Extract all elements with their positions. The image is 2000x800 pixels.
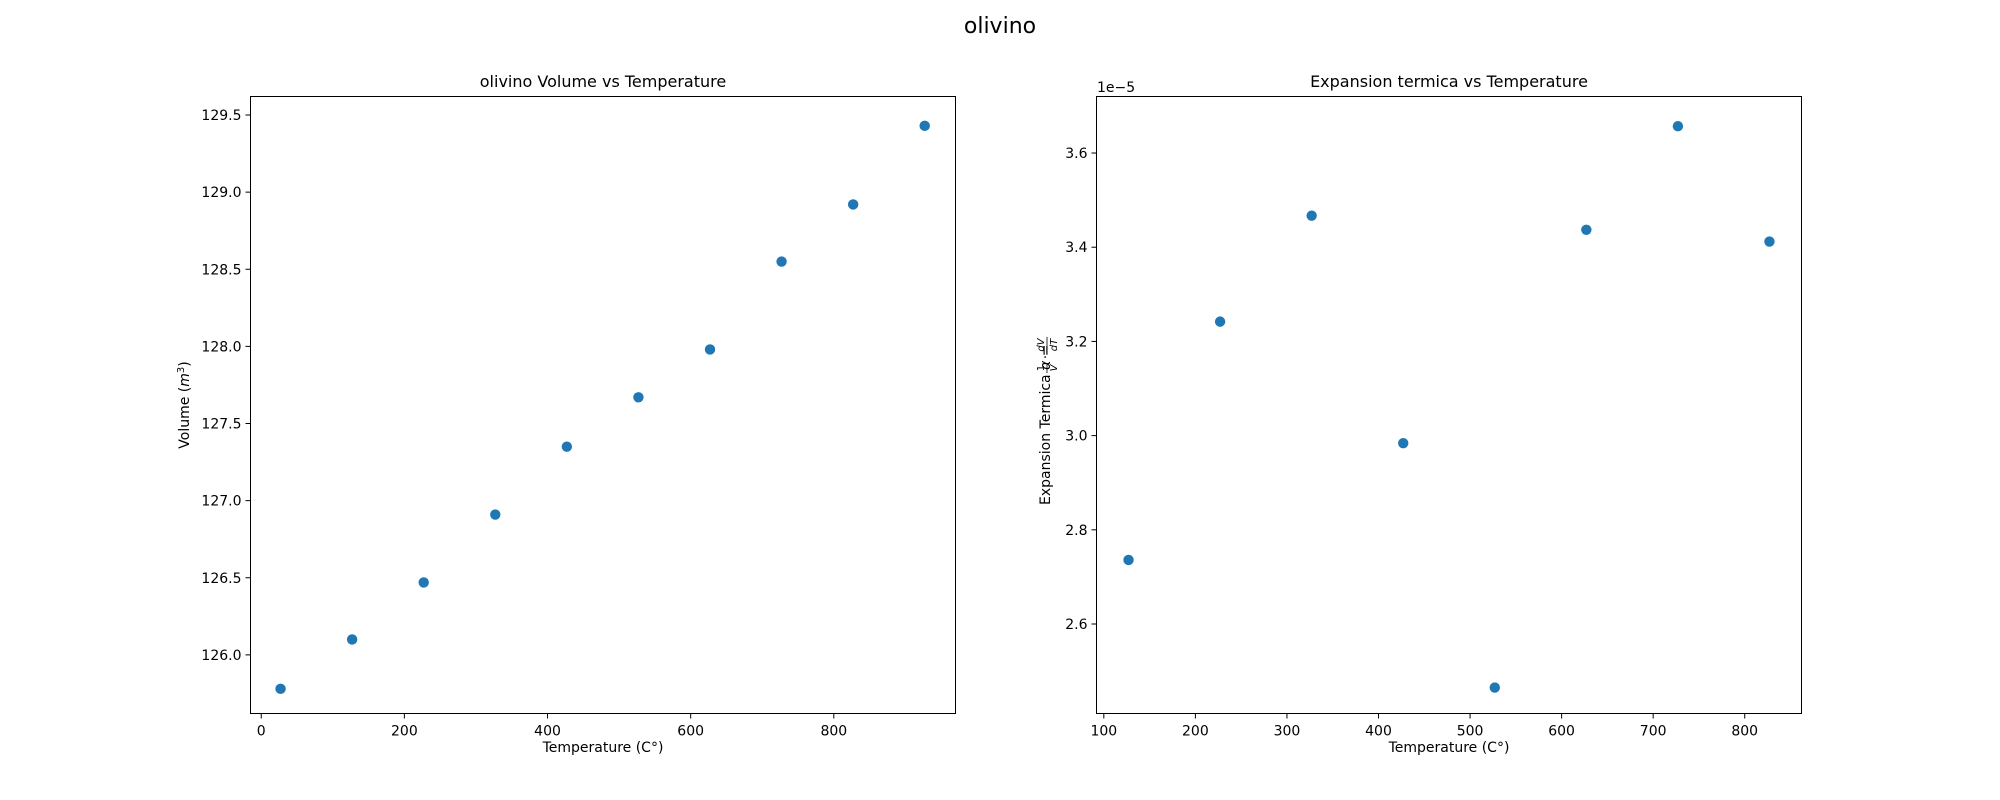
expansion-chart-x-tick-label: 500: [1457, 724, 1484, 740]
volume-chart-x-tick-label: 200: [391, 724, 418, 740]
volume-chart-y-tick-label: 126.0: [201, 648, 241, 664]
expansion-chart-title: Expansion termica vs Temperature: [1310, 72, 1588, 91]
volume-chart-x-tick-label: 0: [257, 724, 266, 740]
volume-chart-data-point: [275, 683, 286, 695]
volume-chart-data-point: [704, 344, 716, 355]
svg-text:V: V: [1049, 363, 1060, 371]
expansion-chart-data-point: [1764, 236, 1775, 247]
expansion-chart: Expansion termica vs Temperature 100 200 3…: [1036, 72, 1802, 756]
expansion-chart-data-point: [1581, 224, 1592, 235]
expansion-chart-offset-text: 1e−5: [1097, 80, 1135, 96]
expansion-chart-y-tick-label: 3.0: [1065, 429, 1087, 445]
volume-chart-y-tick-label: 128.5: [201, 262, 241, 278]
expansion-chart-data-point: [1306, 210, 1317, 221]
expansion-chart-x-tick-label: 800: [1731, 724, 1758, 740]
volume-chart-y-tick-label: 129.5: [201, 108, 241, 124]
volume-chart-frame: [250, 96, 956, 714]
expansion-chart-x-tick-label: 100: [1090, 724, 1117, 740]
svg-text:1: 1: [1036, 365, 1047, 371]
expansion-chart-x-tick-label: 600: [1548, 724, 1575, 740]
expansion-chart-data-point: [1489, 682, 1500, 693]
expansion-chart-x-tick-label: 700: [1640, 724, 1667, 740]
expansion-chart-x-tick-label: 300: [1274, 724, 1301, 740]
expansion-chart-y-label: Expansion Termica α = 1 V · dV dT: [1036, 337, 1060, 505]
expansion-chart-data-point: [1214, 316, 1226, 327]
volume-chart-data-point: [633, 392, 644, 403]
volume-chart-y-tick-label: 127.5: [201, 417, 241, 433]
volume-chart-x-tick-label: 600: [677, 724, 704, 740]
volume-chart-y-label: Volume (m3): [176, 361, 194, 448]
figure-title: olivino: [964, 14, 1036, 39]
svg-text:Expansion Termica α =: Expansion Termica α =: [1038, 344, 1054, 505]
expansion-chart-x-label: Temperature (C°): [1388, 740, 1510, 756]
volume-chart-data-point: [561, 441, 573, 452]
expansion-chart-y-tick-label: 2.6: [1065, 617, 1087, 633]
expansion-chart-y-tick-label: 3.2: [1065, 334, 1087, 350]
expansion-chart-y-tick-label: 3.6: [1065, 146, 1087, 162]
svg-text:·: ·: [1039, 355, 1054, 359]
expansion-chart-data-point: [1398, 437, 1409, 449]
expansion-chart-y-tick-label: 2.8: [1065, 523, 1087, 539]
volume-chart-data-point: [490, 509, 501, 520]
expansion-chart-y-tick-label: 3.4: [1065, 240, 1087, 256]
expansion-chart-frame: [1096, 96, 1802, 714]
volume-chart-data-point: [418, 577, 429, 588]
expansion-chart-x-tick-label: 200: [1182, 724, 1209, 740]
expansion-chart-data-point: [1123, 554, 1134, 566]
volume-chart-data-point: [776, 256, 787, 267]
volume-chart-data-point: [919, 120, 930, 132]
volume-chart-y-tick-label: 129.0: [201, 185, 241, 201]
volume-chart-y-tick-label: 128.0: [201, 339, 241, 355]
expansion-chart-x-tick-label: 400: [1365, 724, 1392, 740]
svg-text:dV: dV: [1036, 337, 1047, 351]
expansion-chart-data-point: [1672, 120, 1684, 132]
volume-chart-x-label: Temperature (C°): [542, 740, 664, 756]
volume-chart-x-tick-label: 800: [820, 724, 847, 740]
volume-chart-data-point: [346, 634, 358, 645]
volume-chart-title: olivino Volume vs Temperature: [480, 72, 726, 91]
volume-chart-data-point: [847, 199, 859, 210]
volume-chart-plot-area: 0 200 400 600 800 126.0 126.5 127.0 127.5 128.0 12…: [201, 108, 930, 740]
volume-chart-x-tick-label: 400: [534, 724, 561, 740]
volume-chart-y-tick-label: 127.0: [201, 494, 241, 510]
expansion-chart-plot-area: 100 200 300 400 500 600 700 800 2.6 2.8 3.0 3.2 3.4 3…: [1065, 120, 1775, 740]
volume-chart-y-tick-label: 126.5: [201, 571, 241, 587]
svg-text:dT: dT: [1049, 338, 1060, 351]
volume-chart: olivino Volume vs Temperature 0 200 400 600…: [176, 72, 956, 756]
